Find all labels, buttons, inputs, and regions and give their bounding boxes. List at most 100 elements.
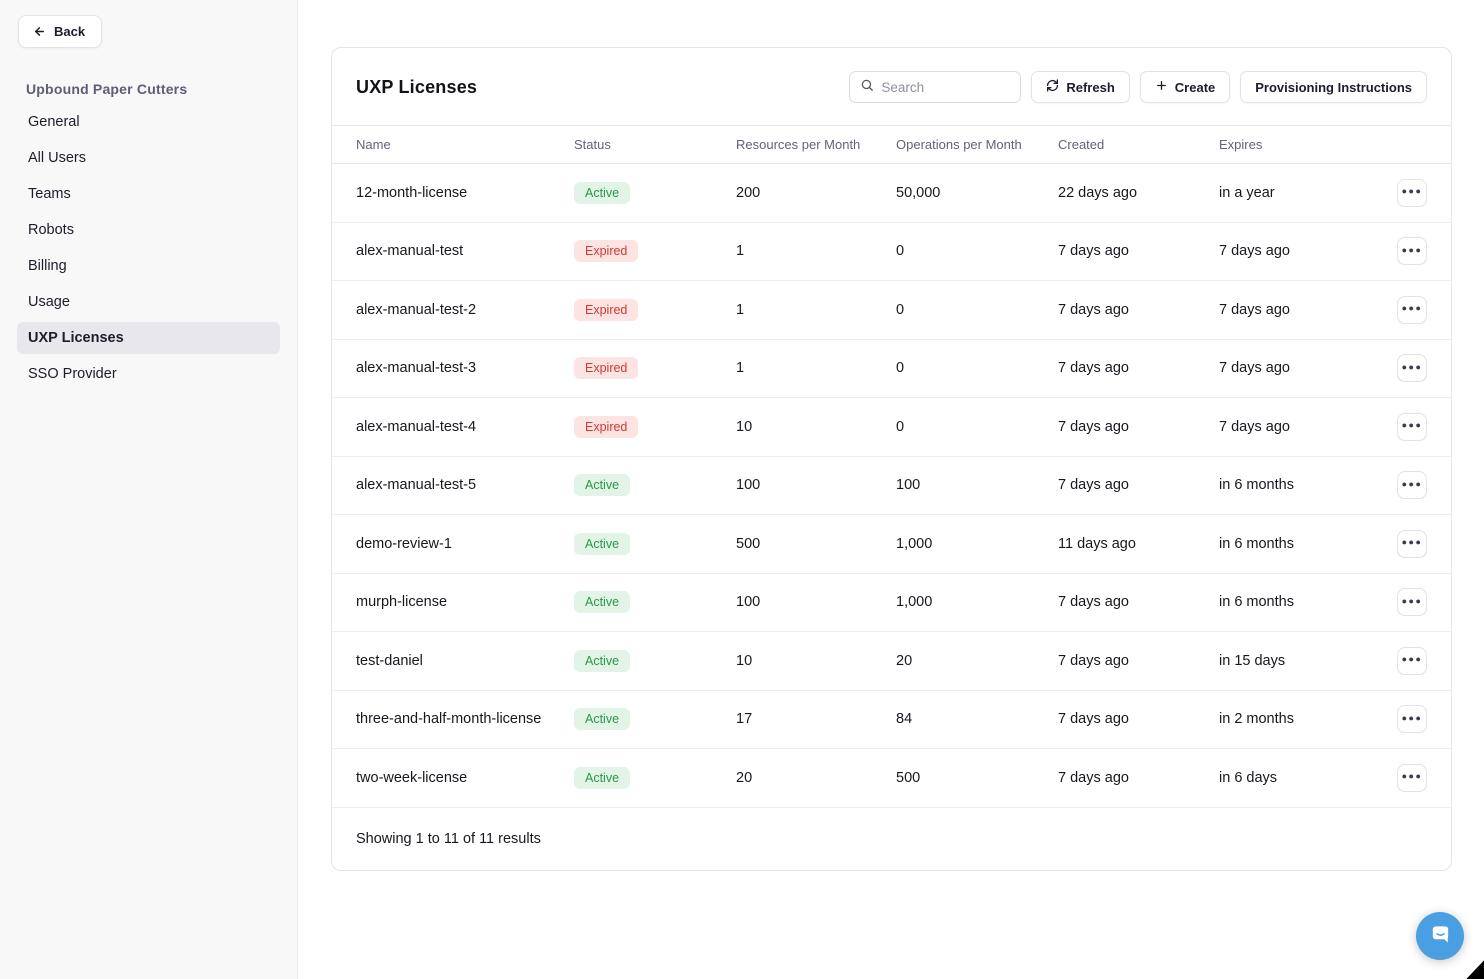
ellipsis-icon: ●●● <box>1401 303 1423 314</box>
row-actions-button[interactable]: ●●● <box>1397 295 1427 324</box>
status-badge: Active <box>574 474 631 497</box>
resources-per-month-value: 20 <box>736 769 753 786</box>
actions-cell: ●●● <box>1397 295 1427 324</box>
actions-cell: ●●● <box>1397 529 1427 558</box>
sidebar-item[interactable]: General <box>28 114 80 130</box>
status-badge: Active <box>574 708 631 731</box>
sidebar-nav: General All Users Teams Robots Billing U… <box>15 106 282 390</box>
license-name: alex-manual-test-5 <box>356 477 477 494</box>
license-name: alex-manual-test-3 <box>356 360 477 377</box>
resources-per-month-value: 200 <box>736 184 761 201</box>
row-actions-button[interactable]: ●●● <box>1397 471 1427 500</box>
license-name: alex-manual-test-2 <box>356 301 477 318</box>
operations-per-month-value: 50,000 <box>896 184 941 201</box>
resources-per-month-value: 100 <box>736 477 761 494</box>
row-actions-button[interactable]: ●●● <box>1397 705 1427 734</box>
expires-value: in 6 months <box>1219 535 1294 552</box>
row-actions-button[interactable]: ●●● <box>1397 529 1427 558</box>
back-button-label: Back <box>54 24 86 39</box>
search-input[interactable] <box>881 79 1011 95</box>
created-value: 7 days ago <box>1058 711 1129 728</box>
status-badge: Expired <box>574 415 639 438</box>
operations-per-month-value: 20 <box>896 652 913 669</box>
status-badge: Active <box>574 591 631 614</box>
resources-per-month-value: 10 <box>736 418 753 435</box>
chat-launcher-button[interactable] <box>1416 912 1464 960</box>
sidebar-item[interactable]: Billing <box>28 258 67 274</box>
expires-cell: in 6 months <box>1219 535 1380 552</box>
ellipsis-icon: ●●● <box>1401 361 1423 372</box>
status-badge: Active <box>574 766 631 789</box>
resources-per-month-value: 1 <box>736 243 745 260</box>
table-row: two-week-license Active 20 500 7 days ag… <box>332 749 1451 808</box>
created-cell: 7 days ago <box>1058 360 1219 377</box>
status-cell: Active <box>574 532 736 555</box>
refresh-button-label: Refresh <box>1066 79 1115 95</box>
expires-value: in 6 days <box>1219 769 1278 786</box>
license-name: demo-review-1 <box>356 535 452 552</box>
card-header: UXP Licenses Refresh <box>332 48 1451 125</box>
provisioning-instructions-button[interactable]: Provisioning Instructions <box>1240 71 1427 103</box>
actions-cell: ●●● <box>1397 471 1427 500</box>
created-cell: 22 days ago <box>1058 184 1219 201</box>
status-cell: Expired <box>574 415 736 438</box>
row-actions-button[interactable]: ●●● <box>1397 178 1427 207</box>
org-name: Upbound Paper Cutters <box>26 81 188 97</box>
row-actions-button[interactable]: ●●● <box>1397 237 1427 266</box>
expires-value: 7 days ago <box>1219 418 1290 435</box>
row-actions-button[interactable]: ●●● <box>1397 646 1427 675</box>
expires-cell: 7 days ago <box>1219 360 1380 377</box>
row-actions-button[interactable]: ●●● <box>1397 412 1427 441</box>
actions-cell: ●●● <box>1397 763 1427 792</box>
status-cell: Active <box>574 474 736 497</box>
expires-cell: in 15 days <box>1219 652 1380 669</box>
license-name: alex-manual-test-4 <box>356 418 477 435</box>
ellipsis-icon: ●●● <box>1401 186 1423 197</box>
expires-value: in 6 months <box>1219 594 1294 611</box>
back-button[interactable]: Back <box>18 15 103 48</box>
created-value: 7 days ago <box>1058 769 1129 786</box>
table-row: alex-manual-test-2 Expired 1 0 7 days ag… <box>332 281 1451 340</box>
row-actions-button[interactable]: ●●● <box>1397 588 1427 617</box>
actions-cell: ●●● <box>1397 178 1427 207</box>
col-header-operations: Operations per Month <box>896 137 1022 152</box>
expires-cell: in 2 months <box>1219 711 1380 728</box>
results-summary: Showing 1 to 11 of 11 results <box>356 830 541 847</box>
provisioning-instructions-label: Provisioning Instructions <box>1255 79 1412 95</box>
expires-cell: in a year <box>1219 184 1380 201</box>
operations-per-month-value: 100 <box>896 477 921 494</box>
table-row: three-and-half-month-license Active 17 8… <box>332 691 1451 749</box>
license-name: test-daniel <box>356 652 423 669</box>
sidebar-item[interactable]: SSO Provider <box>28 366 117 382</box>
status-cell: Active <box>574 766 736 789</box>
col-header-name: Name <box>356 137 391 152</box>
sidebar-item[interactable]: All Users <box>28 150 87 166</box>
actions-cell: ●●● <box>1397 588 1427 617</box>
sidebar-item[interactable]: Usage <box>28 294 70 310</box>
create-button[interactable]: Create <box>1139 71 1231 103</box>
license-name: murph-license <box>356 594 448 611</box>
created-value: 22 days ago <box>1058 184 1138 201</box>
status-badge: Active <box>574 181 631 204</box>
sidebar-item[interactable]: Robots <box>28 222 74 238</box>
created-value: 7 days ago <box>1058 418 1129 435</box>
licenses-card: UXP Licenses Refresh <box>331 47 1452 871</box>
created-cell: 7 days ago <box>1058 243 1219 260</box>
ellipsis-icon: ●●● <box>1401 712 1423 723</box>
expires-cell: 7 days ago <box>1219 243 1380 260</box>
refresh-button[interactable]: Refresh <box>1031 71 1130 103</box>
row-actions-button[interactable]: ●●● <box>1397 763 1427 792</box>
sidebar-item[interactable]: Teams <box>28 186 71 202</box>
ellipsis-icon: ●●● <box>1401 420 1423 431</box>
resources-per-month-value: 1 <box>736 301 745 318</box>
expires-value: in 15 days <box>1219 652 1286 669</box>
resources-per-month-value: 500 <box>736 535 761 552</box>
sidebar-item[interactable]: UXP Licenses <box>17 322 280 354</box>
resources-per-month-value: 17 <box>736 711 753 728</box>
actions-cell: ●●● <box>1397 412 1427 441</box>
status-badge: Expired <box>574 298 639 321</box>
row-actions-button[interactable]: ●●● <box>1397 354 1427 383</box>
table-body: 12-month-license Active 200 50,000 22 da… <box>332 164 1451 808</box>
table-row: alex-manual-test-5 Active 100 100 7 days… <box>332 457 1451 515</box>
status-badge: Active <box>574 649 631 672</box>
